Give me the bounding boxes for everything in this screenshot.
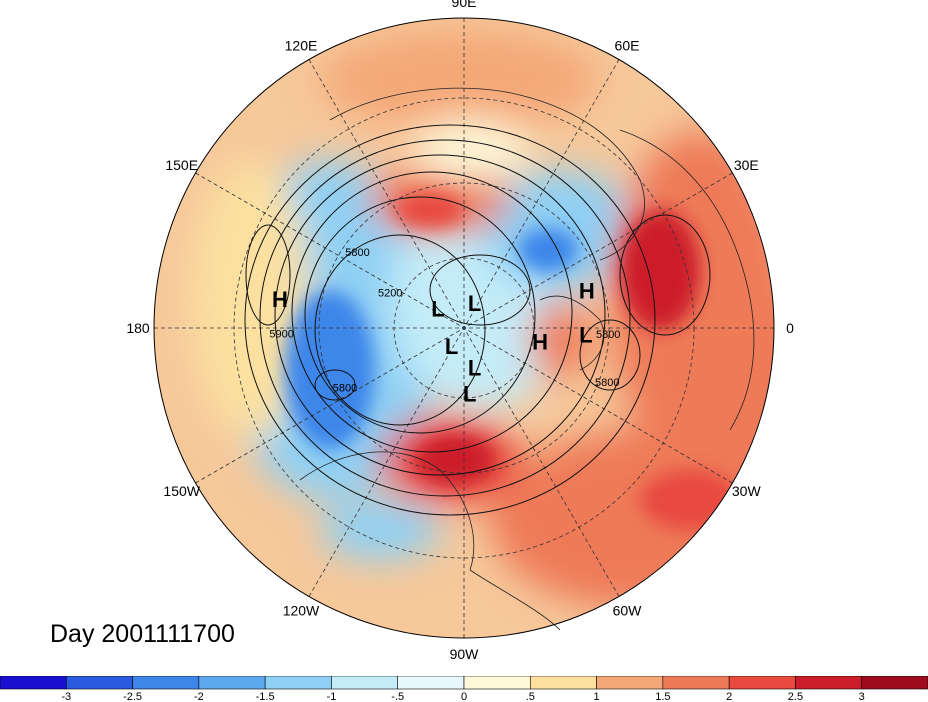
- lon-label: 90W: [450, 646, 480, 662]
- high-pressure-marker: H: [579, 279, 595, 304]
- high-pressure-marker: H: [272, 287, 288, 312]
- contour-label: 5800: [595, 377, 619, 389]
- low-pressure-marker: L: [463, 382, 476, 407]
- low-pressure-marker: L: [468, 355, 481, 380]
- colorbar-swatch: [397, 676, 465, 690]
- colorbar-swatch: [132, 676, 200, 690]
- colorbar-label: -1: [327, 691, 337, 702]
- colorbar-swatch: [861, 676, 928, 690]
- map-title: Day 2001111700: [50, 620, 235, 648]
- colorbar-swatch: [198, 676, 266, 690]
- contour-labels: 5800 5900 5200 5800 5800 5800: [269, 247, 620, 394]
- colorbar-label: -3: [61, 691, 71, 702]
- height-contours: [244, 124, 711, 516]
- colorbar-label: 2: [726, 691, 732, 702]
- colorbar-label: .5: [526, 691, 535, 702]
- low-pressure-marker: L: [445, 334, 458, 359]
- colorbar-swatch: [0, 676, 67, 690]
- lon-label: 180: [126, 320, 150, 336]
- colorbar-swatch: [662, 676, 730, 690]
- lon-label: 150W: [163, 483, 200, 499]
- colorbar-label: 1: [594, 691, 600, 702]
- lon-label: 120W: [283, 602, 320, 618]
- contour-label: 5900: [269, 329, 293, 341]
- lon-label: 30W: [732, 483, 762, 499]
- low-pressure-marker: L: [431, 296, 444, 321]
- lon-label: 150E: [165, 157, 198, 173]
- contour-label: 5800: [333, 382, 357, 394]
- lon-label: 90E: [452, 0, 477, 10]
- lon-label: 30E: [734, 157, 759, 173]
- colorbar-label: 0: [461, 691, 467, 702]
- low-pressure-marker: L: [579, 322, 592, 347]
- contour-label: 5800: [345, 247, 369, 259]
- colorbar-swatch: [728, 676, 796, 690]
- colorbar-swatch: [463, 676, 531, 690]
- colorbar-swatch: [65, 676, 133, 690]
- lon-label: 60W: [613, 602, 643, 618]
- colorbar-label: -2: [194, 691, 204, 702]
- colorbar-label: -.5: [391, 691, 404, 702]
- colorbar-label: -1.5: [256, 691, 275, 702]
- lon-label: 120E: [285, 38, 318, 54]
- colorbar-swatch: [596, 676, 664, 690]
- lat-lon-grid: [154, 18, 774, 638]
- low-pressure-marker: L: [468, 291, 481, 316]
- map-boundary: [153, 17, 775, 639]
- lon-label: 60E: [615, 38, 640, 54]
- colorbar-swatch: [264, 676, 332, 690]
- colorbar-label: 2.5: [788, 691, 803, 702]
- colorbar-label: -2.5: [123, 691, 142, 702]
- colorbar-label: 3: [859, 691, 865, 702]
- colorbar-label: 1.5: [655, 691, 670, 702]
- coastlines: [299, 87, 755, 631]
- colorbar-swatch: [795, 676, 863, 690]
- contour-label: 5200: [378, 288, 402, 300]
- lon-label: 0: [786, 320, 794, 336]
- colorbar-swatch: [529, 676, 597, 690]
- colorbar-swatch: [331, 676, 399, 690]
- contour-label: 5800: [596, 329, 620, 341]
- high-pressure-marker: H: [532, 329, 548, 354]
- longitude-labels: 90E 60E 30E 0 30W 60W 90W 120W 150W 180 150E 120E: [126, 0, 794, 662]
- colorbar: -3 -2.5 -2 -1.5 -1 -.5 0 .5 1 1.5 2 2.5 3: [0, 676, 928, 702]
